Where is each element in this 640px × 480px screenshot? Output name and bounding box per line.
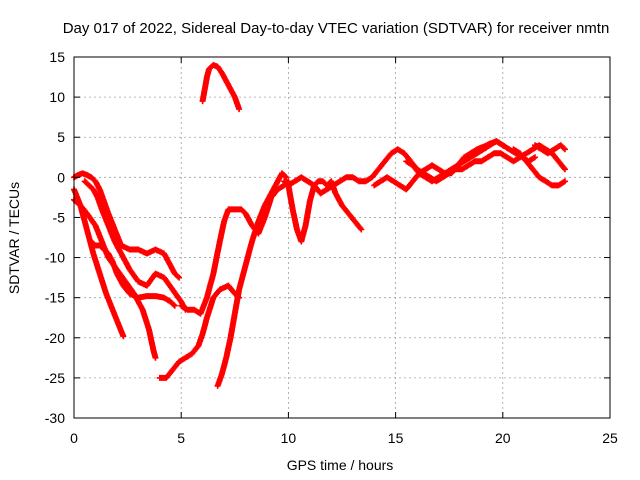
y-tick-label: -10 [45,250,65,266]
x-tick-label: 20 [495,430,511,446]
y-tick-label: -20 [45,330,65,346]
series-markers [285,146,420,197]
x-axis-label: GPS time / hours [287,457,394,473]
series-markers [532,142,568,157]
series-pass-k [285,146,420,197]
series-markers [71,186,127,340]
x-tick-label: 5 [177,430,185,446]
series-pass-d [81,178,189,313]
y-axis-label: SDTVAR / TECUs [6,182,22,294]
y-tick-label: -5 [53,209,66,225]
series-markers [281,178,365,245]
y-tick-label: 0 [57,169,65,185]
grid-layer [74,57,610,418]
y-tick-label: 15 [49,49,65,65]
series-pass-e [88,238,178,309]
series-pass-j [281,178,365,245]
series-markers [88,238,178,309]
y-tick-label: -15 [45,290,65,306]
y-tick-label: 5 [57,129,65,145]
series-markers [510,146,568,189]
series-markers [156,282,243,381]
series-pass-f [156,282,243,381]
series-pass-a [71,186,127,340]
x-tick-label: 10 [281,430,297,446]
x-tick-label: 25 [602,430,618,446]
x-tick-label: 0 [70,430,78,446]
series-markers [214,170,290,389]
chart-title: Day 017 of 2022, Sidereal Day-to-day VTE… [63,20,610,37]
tick-layer: 0 5 10 15 20 25 -30 -25 -20 -15 -10 -5 0 5 10 15 [45,49,618,446]
data-layer [71,62,568,389]
y-tick-label: -25 [45,370,65,386]
series-markers [199,62,243,113]
series-pass-o [510,146,568,189]
series-pass-h [214,170,290,389]
series-pass-p [532,142,568,157]
plot-frame [73,56,611,419]
y-tick-label: -30 [45,410,65,426]
series-pass-i [199,62,243,113]
series-markers [81,178,189,313]
x-tick-label: 15 [388,430,404,446]
y-tick-label: 10 [49,89,65,105]
